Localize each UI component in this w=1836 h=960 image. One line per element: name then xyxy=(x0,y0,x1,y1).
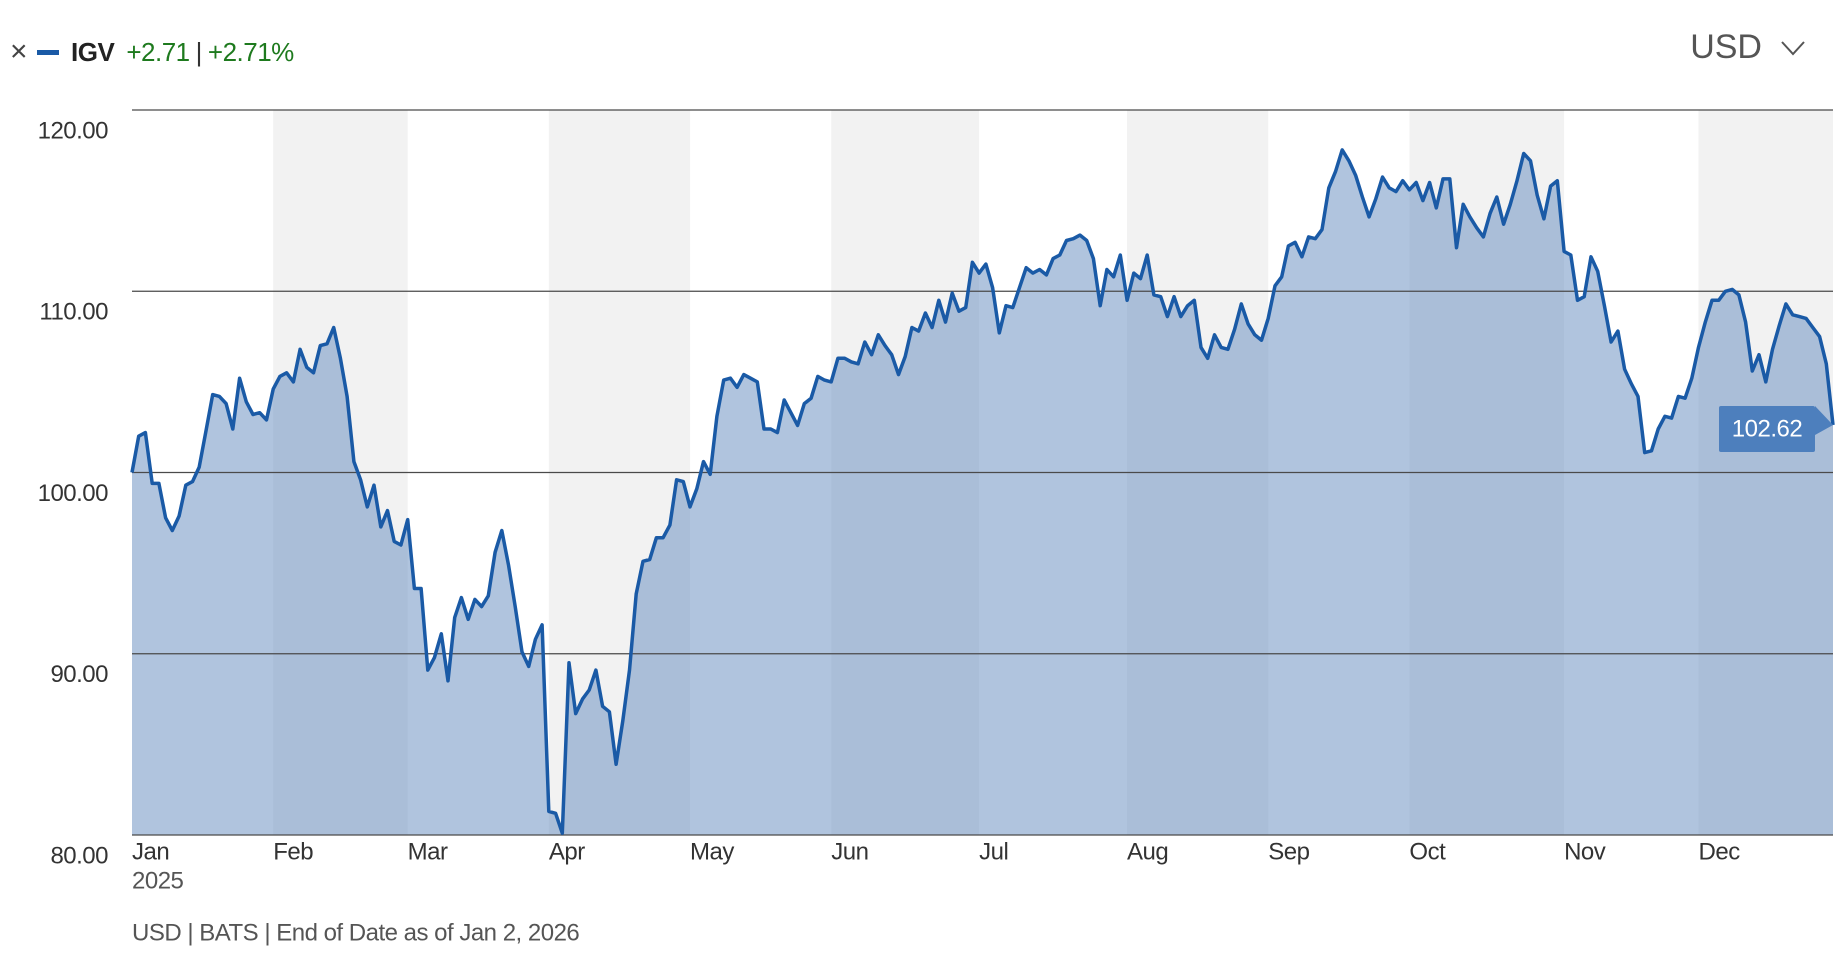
ticker: IGV xyxy=(71,36,115,67)
x-tick-label: May xyxy=(690,838,734,865)
area-layer xyxy=(132,149,1833,835)
x-tick-label: Jan xyxy=(132,838,169,865)
currency-dropdown[interactable]: USD xyxy=(1690,28,1806,67)
chevron xyxy=(1781,40,1805,55)
last-value-pointer xyxy=(1815,406,1833,436)
y-tick-label: 120.00 xyxy=(38,117,109,144)
year-label: 2025 xyxy=(132,867,184,894)
x-tick-label: Jul xyxy=(979,838,1008,865)
y-tick-label: 90.00 xyxy=(50,661,108,688)
x-tick-label: Mar xyxy=(408,838,448,865)
currency-label: USD xyxy=(1690,28,1762,66)
close-icon[interactable]: × xyxy=(10,35,28,68)
last-value-box xyxy=(1719,406,1815,453)
y-tick-label: 100.00 xyxy=(38,480,109,507)
x-tick-label: Aug xyxy=(1127,838,1168,865)
legend-swatch xyxy=(37,49,60,55)
separator: | xyxy=(195,36,203,67)
x-tick-label: Feb xyxy=(273,838,313,865)
x-tick-label: Sep xyxy=(1268,838,1309,865)
x-tick-label: Nov xyxy=(1564,838,1606,865)
y-tick-label: 110.00 xyxy=(39,299,108,326)
x-tick-label: Jun xyxy=(831,838,868,865)
footnote: USD | BATS | End of Date as of Jan 2, 20… xyxy=(132,919,579,946)
x-tick-label: Dec xyxy=(1699,838,1741,865)
x-tick-label: Apr xyxy=(549,838,585,865)
last-value-label: 102.62 xyxy=(1732,415,1803,442)
line xyxy=(130,148,1835,835)
change-pct: +2.71% xyxy=(207,36,294,67)
change: +2.71 xyxy=(126,36,190,67)
x-tick-label: Oct xyxy=(1409,838,1446,865)
y-tick-label: 80.00 xyxy=(50,842,108,869)
legend-header: × IGV +2.71 | +2.71% xyxy=(10,30,294,74)
area xyxy=(132,149,1833,835)
grid xyxy=(132,109,1833,836)
